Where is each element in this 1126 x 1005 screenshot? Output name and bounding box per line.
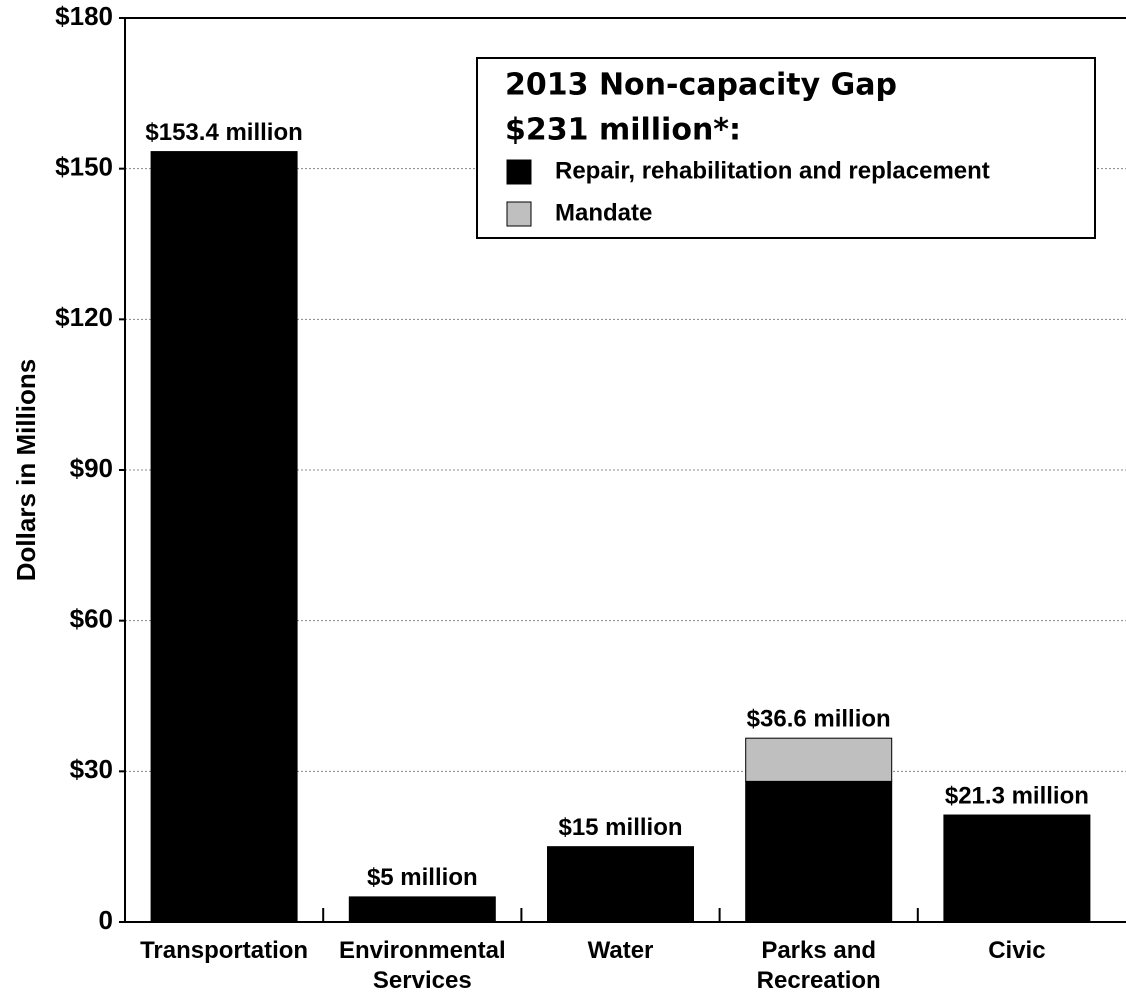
bar-segment [943,814,1091,923]
x-tick-label: Environmental Services [338,937,506,994]
total-label: $15 million [558,814,682,841]
x-tick-label: Parks and Recreation [756,937,881,994]
bar-segment [547,846,694,923]
x-tick-label: Civic [988,937,1046,964]
total-label: $5 million [367,864,478,891]
y-tick-label: 0 [99,905,113,935]
total-label: $153.4 million [145,119,302,146]
y-tick-label: $150 [55,152,113,182]
legend-title: 2013 Non-capacity Gap [505,68,897,103]
bar-segment [348,896,496,923]
x-tick-label: Transportation [140,937,309,964]
y-axis-label: Dollars in Millions [11,359,41,581]
bar-segment [745,780,893,923]
legend-label: Repair, rehabilitation and replacement [555,157,990,184]
y-tick-label: $30 [70,754,113,784]
y-tick-label: $120 [55,302,113,332]
total-label: $21.3 million [945,782,1089,809]
bar-segment [745,737,893,782]
legend-swatch [506,159,532,185]
y-tick-label: $180 [55,1,113,31]
bar-segment [150,151,298,923]
legend-title: $231 million*: [505,113,741,148]
legend-box [476,57,1096,239]
y-tick-label: $60 [70,604,113,634]
legend-swatch [506,201,532,227]
x-tick-label: Water [587,937,654,964]
legend-label: Mandate [555,199,652,226]
y-tick-label: $90 [70,453,113,483]
total-label: $36.6 million [747,706,891,733]
